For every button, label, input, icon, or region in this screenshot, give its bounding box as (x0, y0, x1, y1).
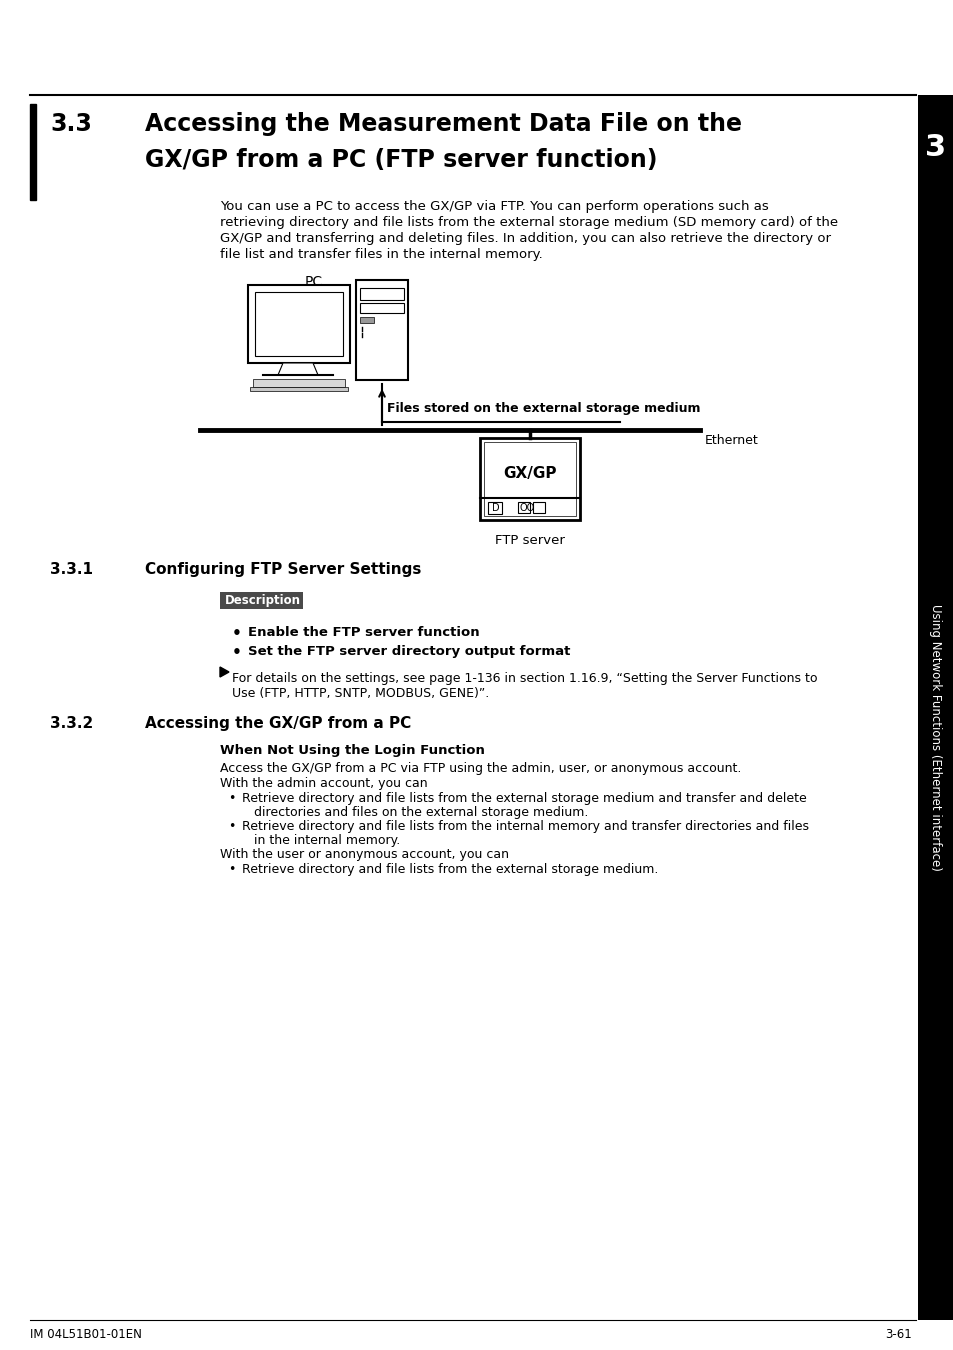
Text: Retrieve directory and file lists from the internal memory and transfer director: Retrieve directory and file lists from t… (242, 819, 808, 833)
Text: in the internal memory.: in the internal memory. (253, 834, 400, 846)
Text: GX/GP: GX/GP (503, 466, 557, 481)
Text: 3.3.2: 3.3.2 (50, 716, 93, 730)
Text: Files stored on the external storage medium: Files stored on the external storage med… (387, 402, 700, 414)
Text: Using Network Functions (Ethernet interface): Using Network Functions (Ethernet interf… (928, 603, 942, 871)
Text: Configuring FTP Server Settings: Configuring FTP Server Settings (145, 562, 421, 576)
Text: Description: Description (225, 594, 301, 608)
Text: Accessing the Measurement Data File on the: Accessing the Measurement Data File on t… (145, 112, 741, 136)
Text: FTP server: FTP server (495, 535, 564, 547)
Text: PC: PC (305, 275, 323, 289)
Bar (917, 95, 953, 155)
Text: •: • (228, 863, 235, 876)
Bar (359, 302, 403, 313)
Text: Access the GX/GP from a PC via FTP using the admin, user, or anonymous account.: Access the GX/GP from a PC via FTP using… (220, 761, 740, 775)
Bar (479, 437, 579, 520)
Bar (254, 292, 343, 356)
Bar (30, 104, 36, 200)
Bar (517, 502, 530, 513)
Text: •: • (232, 626, 242, 641)
Text: You can use a PC to access the GX/GP via FTP. You can perform operations such as: You can use a PC to access the GX/GP via… (220, 200, 768, 213)
Text: D: D (492, 504, 499, 513)
Polygon shape (220, 667, 229, 676)
Text: Accessing the GX/GP from a PC: Accessing the GX/GP from a PC (145, 716, 411, 730)
Text: GX/GP from a PC (FTP server function): GX/GP from a PC (FTP server function) (145, 148, 657, 171)
Text: With the user or anonymous account, you can: With the user or anonymous account, you … (220, 848, 509, 861)
Bar (359, 317, 374, 323)
Text: directories and files on the external storage medium.: directories and files on the external st… (253, 806, 588, 819)
Text: GX/GP and transferring and deleting files. In addition, you can also retrieve th: GX/GP and transferring and deleting file… (220, 232, 830, 244)
Bar (917, 95, 953, 1320)
Text: When Not Using the Login Function: When Not Using the Login Function (220, 744, 484, 757)
Bar (250, 387, 348, 392)
Bar (533, 502, 544, 513)
Text: 3.3: 3.3 (50, 112, 91, 136)
Bar (359, 288, 403, 300)
Text: 3: 3 (924, 134, 945, 162)
Text: Use (FTP, HTTP, SNTP, MODBUS, GENE)”.: Use (FTP, HTTP, SNTP, MODBUS, GENE)”. (232, 687, 489, 701)
Bar (355, 279, 408, 379)
Text: •: • (228, 792, 235, 805)
Polygon shape (277, 363, 317, 375)
Text: Retrieve directory and file lists from the external storage medium.: Retrieve directory and file lists from t… (242, 863, 658, 876)
Text: 3-61: 3-61 (884, 1328, 911, 1341)
Bar (248, 285, 350, 363)
Text: file list and transfer files in the internal memory.: file list and transfer files in the inte… (220, 248, 542, 261)
Bar (483, 441, 576, 516)
Text: retrieving directory and file lists from the external storage medium (SD memory : retrieving directory and file lists from… (220, 216, 838, 230)
Text: With the admin account, you can: With the admin account, you can (220, 778, 427, 790)
Text: Ethernet: Ethernet (704, 433, 758, 447)
Bar (253, 379, 345, 387)
Text: Set the FTP server directory output format: Set the FTP server directory output form… (248, 645, 570, 657)
Bar (488, 502, 501, 514)
Text: Enable the FTP server function: Enable the FTP server function (248, 626, 479, 639)
Text: Retrieve directory and file lists from the external storage medium and transfer : Retrieve directory and file lists from t… (242, 792, 806, 805)
Text: 3.3.1: 3.3.1 (50, 562, 92, 576)
Text: IM 04L51B01-01EN: IM 04L51B01-01EN (30, 1328, 142, 1341)
Bar (220, 593, 303, 609)
Text: •: • (228, 819, 235, 833)
Text: OO: OO (519, 504, 535, 513)
Text: For details on the settings, see page 1-136 in section 1.16.9, “Setting the Serv: For details on the settings, see page 1-… (232, 672, 817, 684)
Text: •: • (232, 645, 242, 660)
